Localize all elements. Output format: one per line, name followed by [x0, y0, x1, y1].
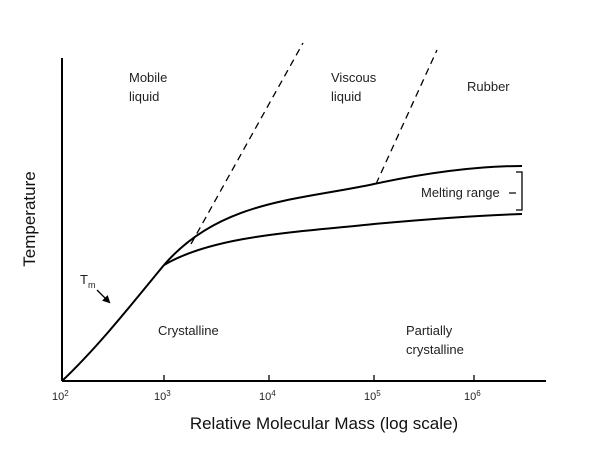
region-viscous-liquid: Viscous liquid — [331, 70, 380, 104]
viscous-rubber-boundary — [375, 49, 438, 185]
mobile-viscous-boundary — [190, 42, 304, 245]
region-crystalline: Crystalline — [158, 323, 219, 338]
region-partially-crystalline: Partially crystalline — [406, 323, 464, 357]
melting-range-upper-curve — [163, 165, 523, 266]
x-tick-label-3: 104 — [259, 389, 276, 403]
melting-range-label: Melting range — [421, 185, 500, 200]
x-tick-label-5: 106 — [464, 389, 481, 403]
x-axis-title: Relative Molecular Mass (log scale) — [190, 414, 458, 433]
melting-curve-shared — [61, 264, 165, 382]
melting-range-lower-curve — [163, 213, 523, 266]
region-rubber: Rubber — [467, 79, 510, 94]
melting-range-bracket — [516, 171, 523, 211]
tm-label: Tm — [80, 272, 95, 290]
y-axis-title: Temperature — [20, 171, 39, 266]
x-tick-label-4: 105 — [364, 389, 381, 403]
region-mobile-liquid: Mobile liquid — [129, 70, 171, 104]
x-tick-label-2: 103 — [154, 389, 171, 403]
x-tick-label-1: 102 — [52, 389, 69, 403]
tm-arrow — [96, 289, 111, 304]
